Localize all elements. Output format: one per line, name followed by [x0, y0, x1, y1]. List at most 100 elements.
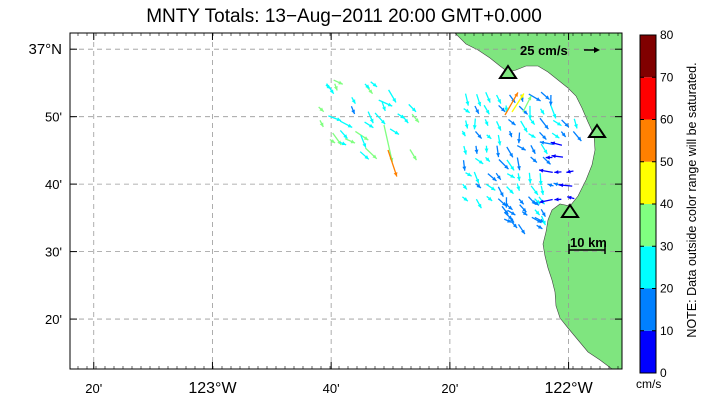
current-vector-arrow-icon	[319, 119, 324, 128]
current-vector-arrow-icon	[464, 120, 469, 129]
current-vector-arrow-icon	[519, 204, 527, 213]
current-vector-arrow-icon	[339, 129, 348, 140]
latitude-labels: 37°N 50' 40' 30' 20'	[28, 41, 62, 327]
current-vector-arrow-icon	[364, 147, 378, 160]
current-vector-arrow-icon	[528, 105, 532, 120]
current-vector-arrow-icon	[461, 130, 466, 137]
current-vector-arrow-icon	[501, 205, 509, 215]
current-vector-arrow-icon	[325, 84, 332, 90]
colorbar-segment	[640, 246, 656, 289]
colorbar-segment	[640, 119, 656, 162]
current-vector-arrow-icon	[550, 105, 557, 119]
current-vector-arrow-icon	[374, 112, 386, 125]
colorbar-tick-label: 80	[660, 28, 674, 42]
current-vector-arrow-icon	[539, 117, 549, 130]
colorbar-tick-label: 50	[660, 155, 674, 169]
current-vector-arrow-icon	[506, 186, 514, 195]
current-vector-arrow-icon	[495, 172, 502, 181]
current-vector-arrow-icon	[461, 196, 469, 202]
current-vector-arrow-icon	[351, 96, 356, 105]
current-vector-arrow-icon	[560, 131, 567, 138]
current-vector-arrow-icon	[520, 120, 528, 133]
current-vector-arrow-icon	[388, 89, 397, 103]
lat-tick-label: 40'	[45, 177, 62, 192]
current-vector-arrow-icon	[487, 173, 497, 182]
current-vector-arrow-icon	[485, 183, 496, 191]
current-vector-arrow-icon	[545, 155, 553, 160]
current-vector-arrow-icon	[530, 156, 538, 164]
current-vector-arrow-icon	[522, 95, 532, 113]
lon-tick-label: 40'	[323, 381, 340, 396]
current-vector-arrow-icon	[554, 170, 562, 175]
current-vector-arrow-icon	[540, 208, 546, 218]
current-vector-arrow-icon	[573, 118, 578, 129]
current-vector-arrow-icon	[548, 94, 553, 106]
current-vector-arrow-icon	[350, 106, 356, 115]
current-vector-arrow-icon	[534, 209, 541, 216]
current-vector-arrow-icon	[506, 173, 516, 179]
colorbar-segment	[640, 35, 656, 78]
current-vector-arrow-icon	[339, 141, 347, 146]
current-vector-arrow-icon	[463, 145, 467, 155]
current-vector-arrow-icon	[528, 133, 536, 139]
current-vector-arrow-icon	[318, 106, 325, 113]
current-vector-arrow-icon	[538, 173, 543, 186]
current-vector-arrow-icon	[511, 221, 518, 229]
current-vector-arrow-icon	[355, 130, 369, 141]
current-vector-arrow-icon	[528, 93, 541, 102]
current-vector-arrow-icon	[378, 99, 393, 107]
current-vector-arrow-icon	[504, 92, 519, 116]
reference-arrow-icon	[584, 47, 600, 53]
radar-site-triangle-icon	[498, 64, 518, 79]
current-vector-arrow-icon	[370, 81, 378, 88]
current-vector-arrow-icon	[516, 145, 527, 151]
colorbar-tick-label: 10	[660, 324, 674, 338]
current-vector-arrow-icon	[339, 120, 353, 129]
radar-site-triangle-icon	[560, 203, 580, 218]
current-vector-arrow-icon	[381, 100, 386, 112]
radar-sites	[498, 64, 607, 218]
current-vector-arrow-icon	[528, 172, 532, 184]
current-vector-arrow-icon	[474, 130, 483, 140]
current-vector-arrow-icon	[508, 130, 513, 138]
current-vector-arrow-icon	[516, 157, 521, 171]
lon-tick-label: 20'	[441, 381, 458, 396]
current-vector-arrow-icon	[409, 149, 418, 161]
colorbar-segment	[640, 330, 656, 373]
frame-ticks	[70, 33, 622, 369]
current-vector-arrow-icon	[552, 119, 562, 127]
current-vector-arrow-icon	[463, 108, 471, 114]
current-vector-arrow-icon	[497, 134, 502, 146]
current-vector-arrow-icon	[517, 132, 522, 144]
current-vector-arrow-icon	[567, 195, 575, 200]
colorbar-tick-label: 60	[660, 113, 674, 127]
colorbar-note: NOTE: Data outside color range will be s…	[685, 62, 699, 337]
longitude-labels: 20' 123°W 40' 20' 122°W	[85, 380, 593, 397]
current-vector-arrow-icon	[542, 156, 551, 165]
current-vector-arrow-icon	[539, 198, 553, 204]
current-vector-arrow-icon	[495, 121, 502, 131]
land-coastline	[454, 33, 622, 369]
current-vectors	[318, 79, 582, 235]
reference-vector-label: 25 cm/s	[520, 43, 568, 58]
current-vector-arrow-icon	[367, 111, 374, 124]
current-vector-arrow-icon	[474, 157, 484, 165]
current-vector-arrow-icon	[465, 172, 472, 177]
current-vector-arrow-icon	[540, 215, 547, 226]
current-vector-arrow-icon	[540, 91, 550, 101]
current-vector-arrow-icon	[333, 83, 338, 91]
ocean-area	[70, 33, 622, 369]
current-vector-arrow-icon	[474, 105, 480, 115]
map-title: MNTY Totals: 13−Aug−2011 20:00 GMT+0.000	[146, 6, 542, 27]
colorbar-segment	[640, 161, 656, 204]
current-vector-arrow-icon	[531, 216, 542, 224]
map-frame	[69, 32, 623, 370]
current-vector-arrow-icon	[508, 119, 516, 126]
colorbar-unit: cm/s	[636, 377, 661, 391]
colorbar-tick-label: 70	[660, 70, 674, 84]
current-vector-arrow-icon	[495, 94, 502, 104]
current-vector-arrow-icon	[539, 108, 545, 115]
lon-tick-label: 122°W	[544, 380, 593, 397]
current-vector-arrow-icon	[534, 198, 541, 205]
